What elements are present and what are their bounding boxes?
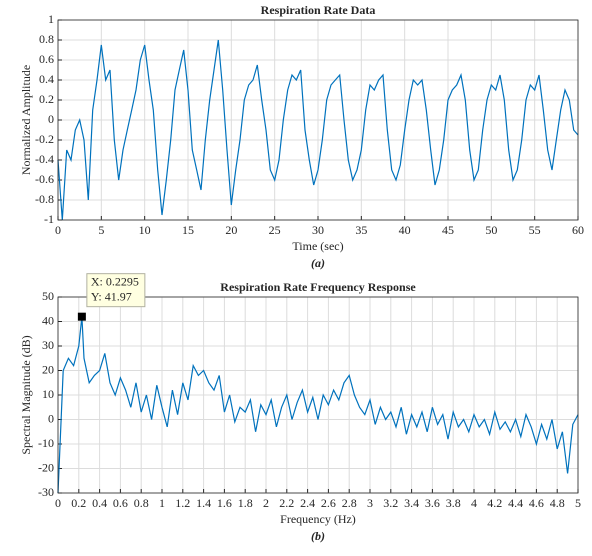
x-tick-label: 30 [312,223,324,237]
x-tick-label: 4.8 [550,496,565,510]
x-tick-label: 55 [529,223,541,237]
y-tick-label: 0.8 [39,32,54,46]
x-tick-label: 1.8 [238,496,253,510]
x-tick-label: 40 [399,223,411,237]
x-tick-label: 1.2 [175,496,190,510]
x-tick-label: 2 [263,496,269,510]
y-tick-label: 0.4 [39,72,54,86]
x-tick-label: 0 [55,496,61,510]
y-tick-label: 10 [42,387,54,401]
y-tick-label: -10 [38,436,54,450]
x-tick-label: 15 [182,223,194,237]
x-tick-label: 3.4 [404,496,419,510]
x-tick-label: 4.4 [508,496,523,510]
x-tick-label: 3.8 [446,496,461,510]
x-tick-label: 10 [139,223,151,237]
y-tick-label: -20 [38,460,54,474]
datatip-marker [77,312,86,321]
y-tick-label: 20 [42,362,54,376]
y-tick-label: 50 [42,289,54,303]
axes-frame [57,19,579,221]
datatip-y: Y: 41.97 [91,289,132,303]
x-tick-label: 1.6 [217,496,232,510]
x-tick-label: 2.2 [279,496,294,510]
caption: (b) [311,529,325,543]
x-tick-label: 4.6 [529,496,544,510]
x-tick-label: 5 [98,223,104,237]
x-tick-label: 60 [572,223,584,237]
y-tick-label: 0.6 [39,52,54,66]
y-axis-label: Spectral Magnitude (dB) [19,335,33,454]
x-tick-label: 5 [575,496,581,510]
x-tick-label: 3 [367,496,373,510]
x-tick-label: 25 [269,223,281,237]
x-tick-label: 3.6 [425,496,440,510]
x-axis-label: Time (sec) [292,239,343,253]
x-tick-label: 4.2 [487,496,502,510]
x-tick-label: 2.4 [300,496,315,510]
caption: (a) [311,256,325,270]
x-tick-label: 0.6 [113,496,128,510]
x-tick-label: 50 [485,223,497,237]
y-tick-label: -0.2 [35,132,54,146]
x-tick-label: 45 [442,223,454,237]
y-tick-label: 0 [48,112,54,126]
x-tick-label: 4 [471,496,477,510]
x-tick-label: 3.2 [383,496,398,510]
y-tick-label: -1 [44,212,54,226]
data-line [57,39,579,221]
y-axis-label: Normalized Amplitude [19,65,33,175]
y-tick-label: 0.2 [39,92,54,106]
y-tick-label: 30 [42,338,54,352]
y-tick-label: -0.4 [35,152,54,166]
x-tick-label: 1 [159,496,165,510]
y-tick-label: 1 [48,12,54,26]
x-tick-label: 0.2 [71,496,86,510]
x-tick-label: 0 [55,223,61,237]
x-tick-label: 0.8 [134,496,149,510]
y-tick-label: -30 [38,485,54,499]
datatip-x: X: 0.2295 [91,274,139,288]
y-tick-label: 40 [42,313,54,327]
y-tick-label: -0.6 [35,172,54,186]
data-line [57,316,579,494]
x-tick-label: 0.4 [92,496,107,510]
x-tick-label: 20 [225,223,237,237]
chart-title: Respiration Rate Data [261,3,376,17]
chart-title: Respiration Rate Frequency Response [220,280,416,294]
x-tick-label: 2.8 [342,496,357,510]
axes-frame [57,296,579,494]
x-tick-label: 35 [355,223,367,237]
x-axis-label: Frequency (Hz) [280,512,356,526]
x-tick-label: 2.6 [321,496,336,510]
y-tick-label: -0.8 [35,192,54,206]
x-tick-label: 1.4 [196,496,211,510]
y-tick-label: 0 [48,411,54,425]
datatip-box [86,273,146,308]
